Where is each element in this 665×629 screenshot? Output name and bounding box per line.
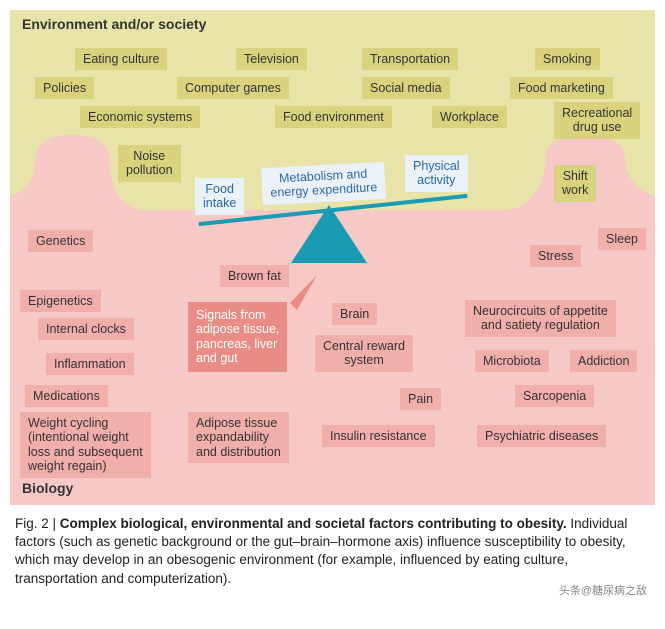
tag-pain: Pain [400, 388, 441, 410]
caption-figlabel: Fig. 2 | [15, 516, 60, 531]
figure-caption: Fig. 2 | Complex biological, environment… [15, 515, 645, 588]
tag-brain: Brain [332, 303, 377, 325]
tag-inflammation: Inflammation [46, 353, 134, 375]
tag-brown-fat: Brown fat [220, 265, 289, 287]
tag-addiction: Addiction [570, 350, 637, 372]
tag-shift-work: Shift work [554, 165, 596, 202]
tag-eating-culture: Eating culture [75, 48, 167, 70]
tag-weight-cycling: Weight cycling (intentional weight loss … [20, 412, 151, 478]
biology-title: Biology [22, 480, 73, 496]
tag-smoking: Smoking [535, 48, 600, 70]
watermark-text: 头条@糖尿病之敌 [559, 582, 647, 598]
tag-recreational-drug-use: Recreational drug use [554, 102, 640, 139]
tag-social-media: Social media [362, 77, 450, 99]
tag-central-reward: Central reward system [315, 335, 413, 372]
environment-title: Environment and/or society [22, 16, 206, 32]
tag-internal-clocks: Internal clocks [38, 318, 134, 340]
tag-television: Television [236, 48, 307, 70]
tag-stress: Stress [530, 245, 581, 267]
tag-epigenetics: Epigenetics [20, 290, 101, 312]
tag-sleep: Sleep [598, 228, 646, 250]
tag-signals-callout: Signals from adipose tissue, pancreas, l… [188, 302, 287, 372]
tag-medications: Medications [25, 385, 108, 407]
tag-metabolism: Metabolism and energy expenditure [261, 162, 386, 205]
tag-workplace: Workplace [432, 106, 507, 128]
seesaw-fulcrum [291, 205, 367, 263]
tag-transportation: Transportation [362, 48, 458, 70]
tag-sarcopenia: Sarcopenia [515, 385, 594, 407]
tag-computer-games: Computer games [177, 77, 289, 99]
tag-microbiota: Microbiota [475, 350, 549, 372]
diagram-canvas: Environment and/or society Biology Eatin… [10, 10, 655, 505]
tag-adipose-expand: Adipose tissue expandability and distrib… [188, 412, 289, 463]
tag-food-intake: Food intake [195, 178, 244, 215]
tag-neurocircuits: Neurocircuits of appetite and satiety re… [465, 300, 616, 337]
tag-policies: Policies [35, 77, 94, 99]
tag-physical-activity: Physical activity [405, 155, 468, 192]
tag-psychiatric: Psychiatric diseases [477, 425, 606, 447]
tag-noise-pollution: Noise pollution [118, 145, 181, 182]
tag-insulin-resistance: Insulin resistance [322, 425, 435, 447]
tag-genetics: Genetics [28, 230, 93, 252]
tag-economic-systems: Economic systems [80, 106, 200, 128]
tag-food-marketing: Food marketing [510, 77, 613, 99]
caption-bold: Complex biological, environmental and so… [60, 516, 567, 531]
tag-food-environment: Food environment [275, 106, 392, 128]
